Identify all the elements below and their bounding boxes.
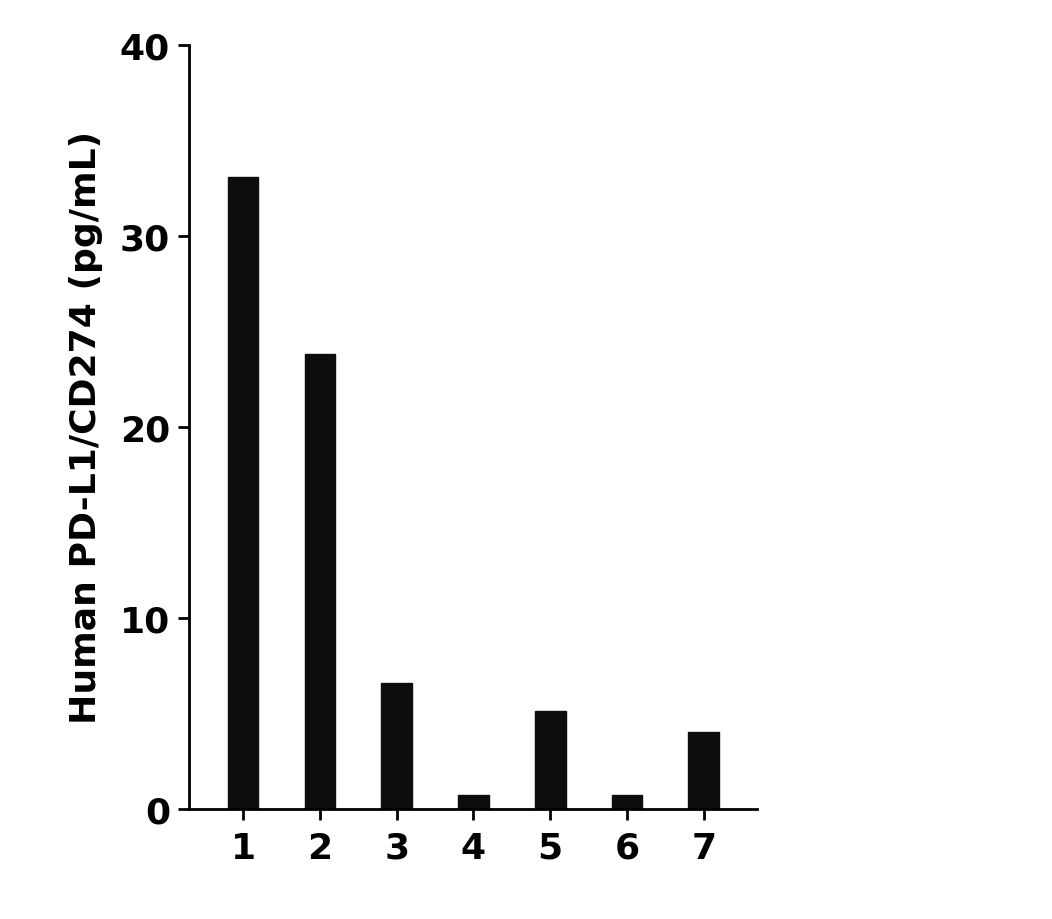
Bar (534, 711, 566, 809)
Bar (688, 732, 720, 809)
Bar (304, 355, 336, 809)
Bar (458, 795, 489, 809)
Y-axis label: Human PD-L1/CD274 (pg/mL): Human PD-L1/CD274 (pg/mL) (69, 131, 103, 723)
Bar (381, 683, 412, 809)
Bar (227, 177, 259, 809)
Bar (611, 795, 643, 809)
